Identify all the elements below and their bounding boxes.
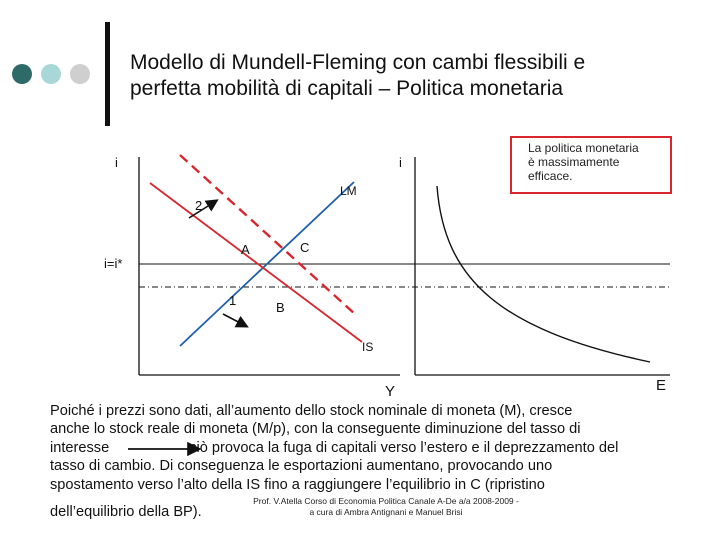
point-a-label: A bbox=[241, 242, 250, 257]
arrow-2 bbox=[188, 199, 219, 219]
is-label: IS bbox=[362, 340, 374, 354]
lm-curve bbox=[179, 181, 355, 347]
page-title: Modello di Mundell-Fleming con cambi fle… bbox=[130, 50, 690, 102]
paragraph-line-1: Poiché i prezzi sono dati, all’aumento d… bbox=[50, 403, 573, 419]
point-b-label: B bbox=[276, 300, 285, 315]
paragraph-line-3: interesse ciò provoca la fuga di capitali… bbox=[50, 439, 690, 457]
right-y-axis-label: i bbox=[399, 155, 402, 170]
rate-label: i=i* bbox=[104, 256, 123, 271]
left-y-axis-label: i bbox=[115, 155, 118, 170]
explanation-paragraph: Poiché i prezzi sono dati, all’aumento d… bbox=[50, 402, 690, 494]
footer-line-2: a cura di Ambra Antignani e Manuel Brisi bbox=[309, 507, 463, 517]
left-x-axis-label: Y bbox=[385, 383, 396, 400]
title-line-1: Modello di Mundell-Fleming con cambi fle… bbox=[130, 51, 586, 74]
marker-1-label: 1 bbox=[229, 293, 237, 308]
lm-label: LM bbox=[340, 184, 357, 198]
is-curve bbox=[149, 182, 363, 343]
title-line-2: perfetta mobilità di capitali – Politica… bbox=[130, 77, 564, 100]
note-line-2: è massimamente bbox=[528, 155, 620, 169]
right-demand-curve bbox=[436, 185, 651, 363]
marker-2-label: 2 bbox=[195, 198, 203, 213]
paragraph-line-4: tasso di cambio. Di conseguenza le espor… bbox=[50, 458, 553, 475]
paragraph-line-5: spostamento verso l’alto della IS fino a… bbox=[50, 476, 545, 493]
footer-line-1: Prof. V.Atella Corso di Economia Politic… bbox=[253, 496, 519, 506]
note-line-3: efficace. bbox=[528, 169, 573, 183]
note-line-1: La politica monetaria bbox=[528, 141, 639, 155]
right-x-axis-label: E bbox=[656, 377, 667, 394]
paragraph-line-2: anche lo stock reale di moneta (M/p), co… bbox=[50, 421, 581, 438]
decor-dot-gray bbox=[70, 64, 90, 84]
decor-dot-dark bbox=[12, 64, 32, 84]
arrow-1 bbox=[222, 313, 249, 328]
note-box: La politica monetaria è massimamente eff… bbox=[510, 136, 672, 194]
footer-credits: Prof. V.Atella Corso di Economia Politic… bbox=[226, 496, 546, 518]
point-c-label: C bbox=[300, 240, 310, 255]
paragraph-line-6: dell’equilibrio della BP). bbox=[50, 504, 202, 520]
title-divider bbox=[105, 22, 110, 126]
is-shifted-curve bbox=[179, 154, 357, 316]
paragraph-line-3a: interesse bbox=[50, 439, 110, 456]
decor-dot-light bbox=[41, 64, 61, 84]
paragraph-line-3b: ciò provoca la fuga di capitali verso l’… bbox=[189, 439, 619, 456]
